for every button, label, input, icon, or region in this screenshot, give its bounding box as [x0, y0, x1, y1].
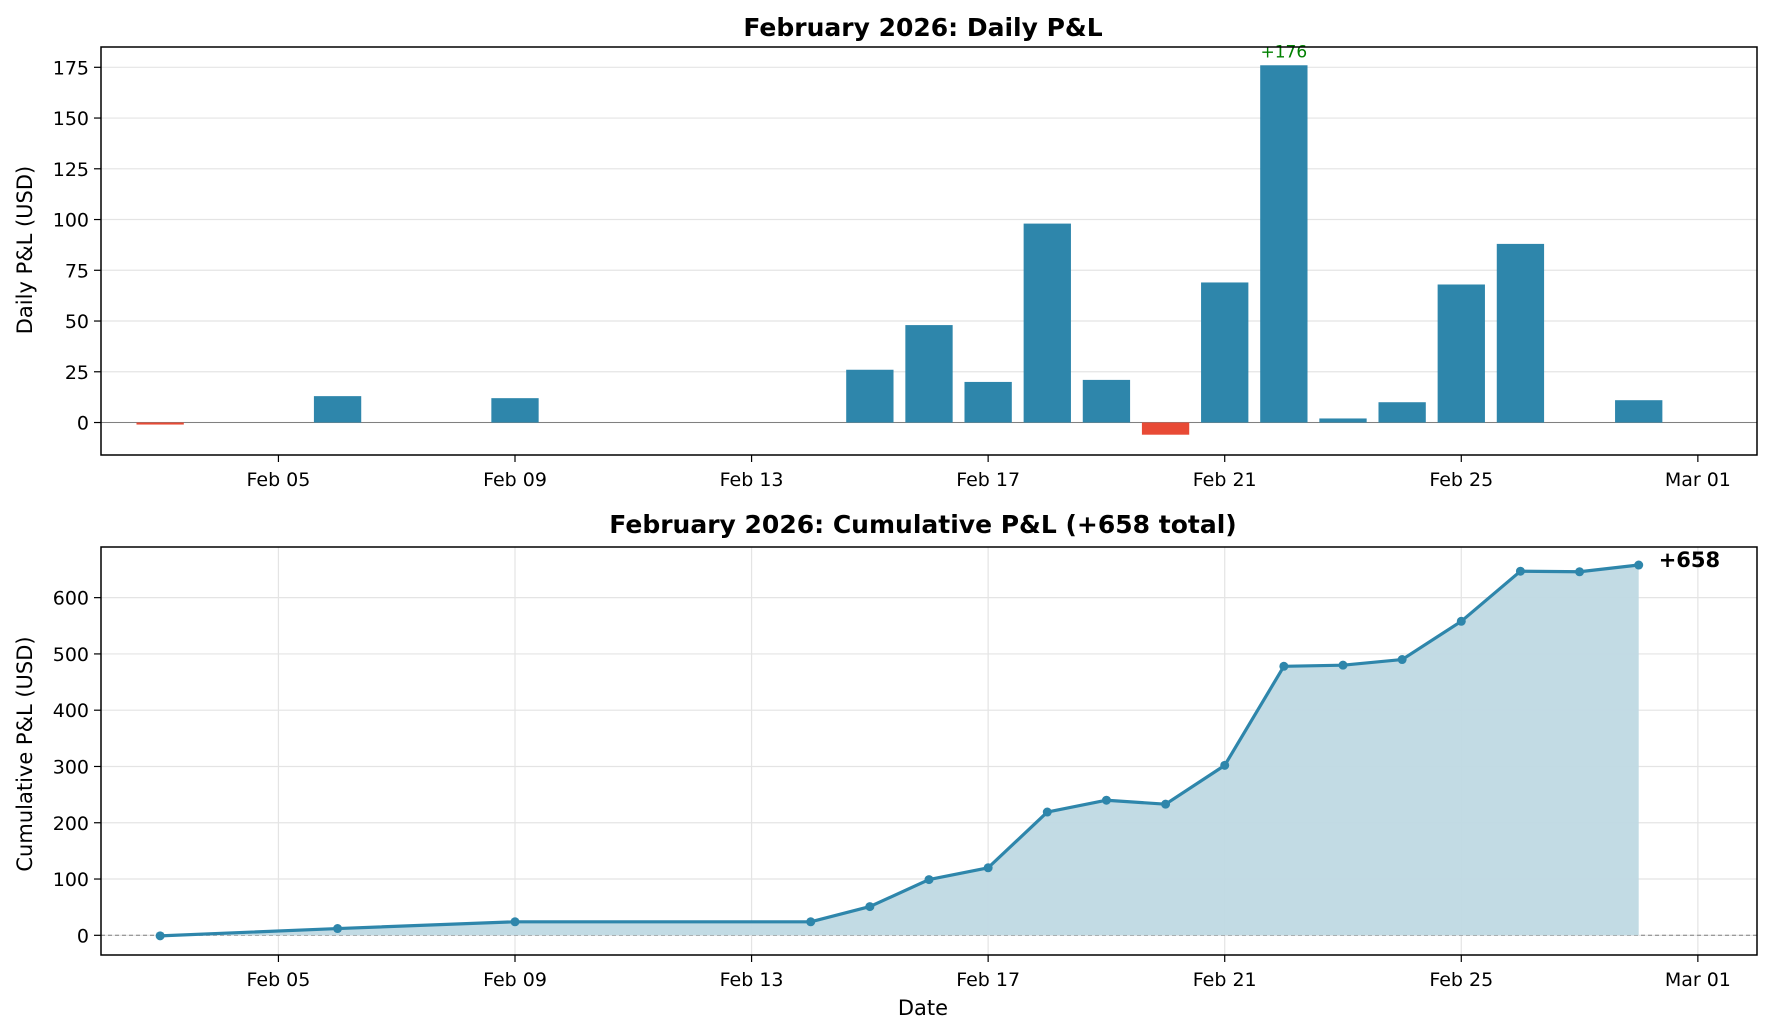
y-tick-label: 25 — [65, 362, 89, 384]
bar — [491, 398, 539, 423]
x-tick-label: Mar 01 — [1665, 969, 1731, 991]
daily-pnl-chart: February 2026: Daily P&L Daily P&L (USD)… — [13, 13, 1758, 491]
bar — [1378, 402, 1426, 423]
series-line — [160, 563, 1639, 938]
y-tick-label: 50 — [65, 311, 89, 333]
x-tick-label: Feb 13 — [720, 969, 784, 991]
y-axis-label: Daily P&L (USD) — [13, 166, 37, 334]
bar — [964, 381, 1012, 423]
y-tick-label: 75 — [65, 260, 89, 282]
bar — [1615, 400, 1663, 423]
plot-area: +658 0 100 200 300 400 500 600 Feb 05 Feb 09 Feb 1… — [53, 546, 1758, 991]
y-tick-label: 200 — [53, 813, 89, 835]
y-tick-label: 300 — [53, 756, 89, 778]
x-axis-label: Date — [898, 996, 948, 1020]
plot-area: +176 0 25 50 75 100 125 150 175 Feb 05 Feb 09 Feb 1… — [53, 42, 1758, 491]
x-tick-label: Mar 01 — [1665, 469, 1731, 491]
data-point — [1220, 760, 1230, 770]
x-tick-label: Feb 13 — [720, 469, 784, 491]
plot-frame — [100, 46, 1758, 456]
data-point — [1042, 807, 1052, 817]
data-point — [924, 875, 934, 885]
y-tick-label: 400 — [53, 700, 89, 722]
data-point — [1397, 655, 1407, 665]
x-tick-label: Feb 09 — [483, 969, 547, 991]
data-point — [1338, 660, 1348, 670]
y-tick-label: 600 — [53, 588, 89, 610]
y-tick-label: 175 — [53, 57, 89, 79]
x-tick-label: Feb 05 — [246, 969, 310, 991]
bar — [846, 369, 894, 423]
data-point — [865, 902, 875, 912]
bar — [136, 422, 184, 425]
y-tick-label: 0 — [77, 925, 89, 947]
bar — [313, 396, 362, 423]
bar — [1319, 418, 1367, 423]
x-tick-label: Feb 25 — [1429, 469, 1493, 491]
bar — [1023, 223, 1071, 423]
x-tick-label: Feb 17 — [956, 969, 1020, 991]
data-point — [1279, 661, 1289, 671]
data-point — [333, 924, 343, 934]
data-point — [1575, 567, 1585, 577]
bar — [1141, 422, 1190, 435]
x-tick-label: Feb 21 — [1193, 469, 1257, 491]
data-label: +658 — [1659, 548, 1720, 572]
y-tick-label: 150 — [53, 108, 89, 130]
chart-title: February 2026: Cumulative P&L (+658 tota… — [609, 510, 1236, 539]
bar — [1201, 282, 1249, 423]
data-label: +176 — [1261, 42, 1308, 62]
bar — [1260, 65, 1308, 423]
data-point — [1634, 560, 1644, 570]
chart-title: February 2026: Daily P&L — [743, 13, 1102, 42]
cumulative-pnl-chart: February 2026: Cumulative P&L (+658 tota… — [13, 510, 1758, 1020]
area-fill — [160, 565, 1639, 936]
x-tick-label: Feb 25 — [1429, 969, 1493, 991]
bar — [1082, 379, 1131, 423]
y-tick-label: 100 — [53, 210, 89, 232]
bar — [905, 325, 953, 423]
plot-frame — [100, 546, 1758, 956]
x-tick-label: Feb 17 — [956, 469, 1020, 491]
x-tick-label: Feb 21 — [1193, 969, 1257, 991]
bar — [1437, 284, 1485, 423]
x-tick-label: Feb 05 — [246, 469, 310, 491]
data-point — [1515, 566, 1525, 576]
y-tick-label: 0 — [77, 413, 89, 435]
bar — [1496, 243, 1545, 423]
y-tick-label: 125 — [53, 159, 89, 181]
data-point — [1101, 795, 1111, 805]
data-point — [983, 863, 993, 873]
data-point — [155, 931, 165, 941]
y-tick-label: 500 — [53, 644, 89, 666]
data-point — [510, 917, 520, 927]
data-point — [1456, 616, 1466, 626]
y-tick-label: 100 — [53, 869, 89, 891]
data-point — [806, 917, 816, 927]
x-tick-label: Feb 09 — [483, 469, 547, 491]
data-point — [1161, 799, 1171, 809]
y-axis-label: Cumulative P&L (USD) — [13, 636, 37, 871]
